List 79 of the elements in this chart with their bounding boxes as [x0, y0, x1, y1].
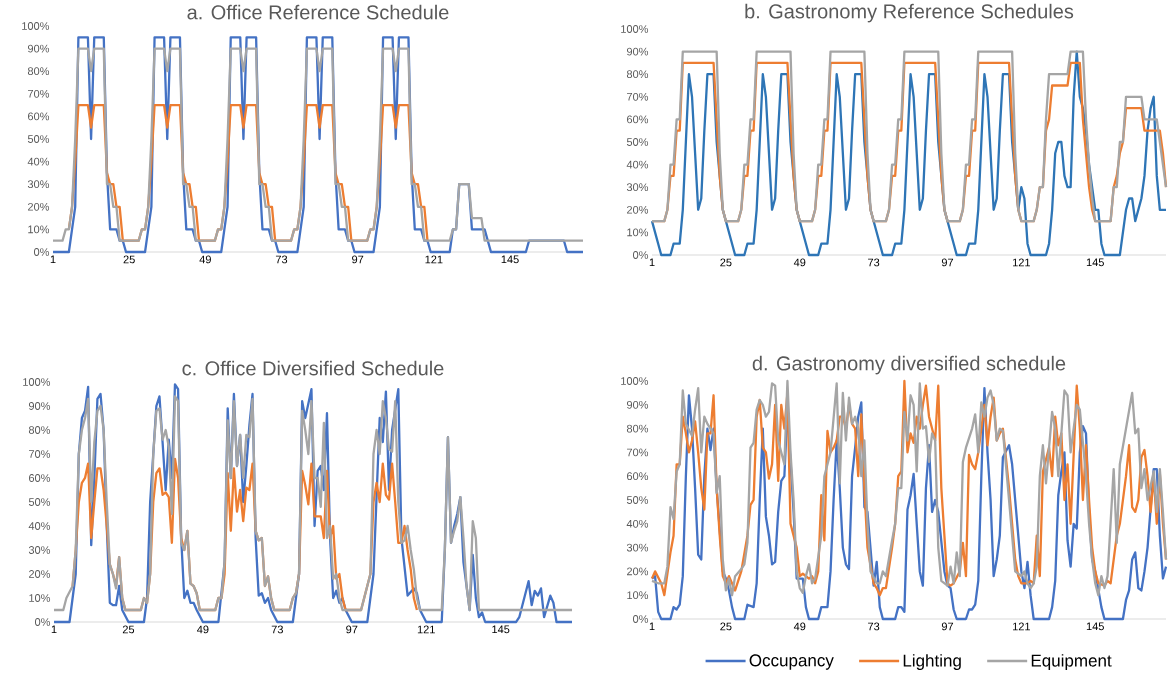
x-tick-label: 73	[275, 255, 288, 264]
y-tick-label: 40%	[27, 157, 50, 166]
x-tick-label: 121	[417, 625, 435, 634]
x-tick-label: 145	[492, 625, 510, 634]
y-tick-label: 20%	[29, 570, 51, 578]
y-tick-label: 40%	[626, 160, 649, 169]
y-tick-label: 100%	[22, 22, 50, 30]
y-tick-label: 30%	[28, 546, 51, 554]
x-tick-label: 145	[1086, 258, 1104, 267]
y-tick-label: 70%	[28, 89, 50, 98]
y-tick-label: 30%	[27, 180, 50, 189]
y-tick-label: 80%	[27, 67, 50, 76]
x-tick-label: 73	[271, 625, 283, 634]
x-tick-label: 73	[868, 258, 880, 267]
chart-title: a. Office Reference Schedule	[187, 4, 449, 20]
y-tick-label: 10%	[28, 225, 50, 234]
y-tick-label: 90%	[626, 400, 649, 409]
y-tick-label: 10%	[627, 591, 649, 600]
y-tick-label: 60%	[627, 472, 649, 481]
x-tick-label: 121	[1013, 622, 1030, 631]
x-tick-label: 97	[941, 258, 954, 267]
x-tick-label: 25	[720, 622, 732, 631]
y-tick-label: 10%	[627, 228, 649, 237]
chart-title: d. Gastronomy diversified schedule	[752, 355, 1066, 375]
y-tick-label: 50%	[626, 496, 649, 504]
y-tick-label: 40%	[28, 522, 51, 530]
y-tick-label: 100%	[621, 377, 649, 385]
legend-label: Equipment	[1031, 654, 1112, 670]
y-tick-label: 100%	[23, 378, 51, 386]
y-tick-label: 80%	[28, 426, 51, 434]
y-tick-label: 20%	[627, 205, 649, 214]
x-tick-label: 1	[649, 622, 655, 631]
x-tick-label: 1	[649, 258, 655, 267]
x-tick-label: 121	[425, 255, 443, 264]
x-tick-label: 97	[941, 622, 954, 631]
y-tick-label: 40%	[626, 519, 649, 528]
y-tick-label: 90%	[626, 47, 649, 56]
y-tick-label: 50%	[28, 498, 51, 506]
x-tick-label: 145	[1086, 622, 1104, 631]
x-tick-label: 73	[868, 622, 880, 631]
x-tick-label: 25	[123, 255, 135, 264]
y-tick-label: 100%	[621, 25, 649, 33]
y-tick-label: 0%	[633, 251, 649, 259]
x-tick-label: 1	[51, 625, 57, 634]
y-tick-label: 70%	[627, 92, 649, 101]
x-tick-label: 145	[501, 255, 519, 264]
y-tick-label: 80%	[626, 70, 649, 79]
x-tick-label: 25	[720, 258, 732, 267]
y-tick-label: 0%	[33, 248, 50, 256]
x-tick-label: 25	[122, 625, 135, 634]
y-tick-label: 30%	[626, 183, 649, 192]
legend-label: Occupancy	[749, 654, 834, 670]
y-tick-label: 30%	[626, 543, 649, 552]
x-tick-label: 49	[793, 258, 806, 267]
chart-title: c. Office Diversified Schedule	[182, 360, 444, 376]
y-tick-label: 0%	[633, 615, 649, 623]
y-tick-label: 50%	[27, 135, 50, 143]
x-tick-label: 49	[197, 625, 209, 634]
y-tick-label: 60%	[29, 474, 51, 482]
y-tick-label: 60%	[627, 115, 649, 124]
y-tick-label: 0%	[34, 618, 51, 626]
y-tick-label: 90%	[28, 402, 51, 410]
y-tick-label: 10%	[29, 594, 51, 602]
x-tick-label: 49	[199, 255, 211, 264]
x-tick-label: 97	[346, 625, 358, 634]
y-tick-label: 90%	[27, 44, 50, 53]
y-tick-label: 60%	[28, 112, 50, 121]
y-tick-label: 70%	[29, 450, 51, 458]
x-tick-label: 49	[793, 622, 806, 631]
x-tick-label: 97	[352, 255, 364, 264]
y-tick-label: 20%	[627, 567, 649, 576]
x-tick-label: 121	[1013, 258, 1030, 267]
x-tick-label: 1	[50, 255, 56, 264]
chart-title: b. Gastronomy Reference Schedules	[745, 3, 1074, 23]
y-tick-label: 50%	[626, 138, 649, 146]
y-tick-label: 80%	[626, 424, 649, 433]
legend-label: Lighting	[903, 654, 961, 670]
y-tick-label: 70%	[627, 448, 649, 457]
y-tick-label: 20%	[28, 202, 50, 211]
